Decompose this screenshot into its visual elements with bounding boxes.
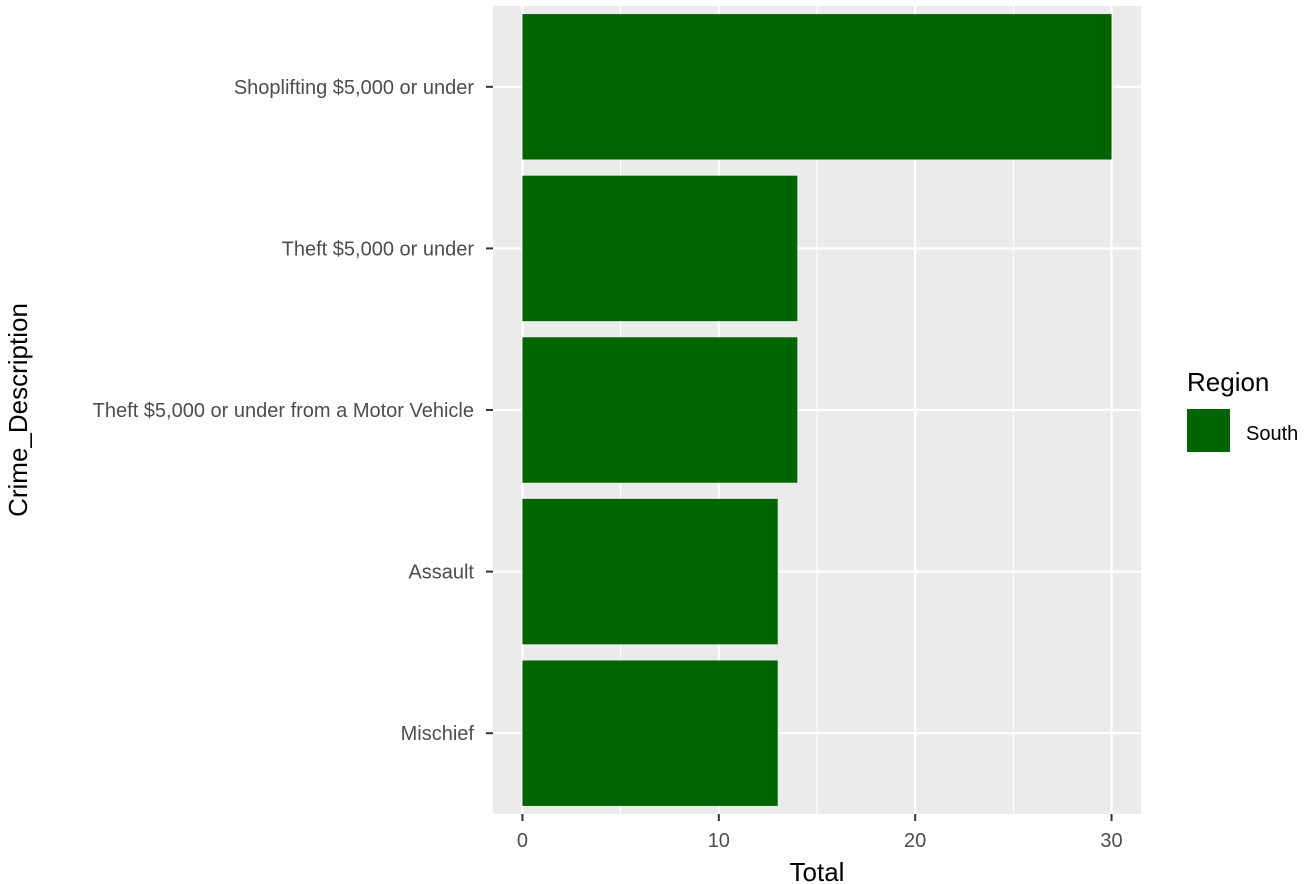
bar <box>522 337 798 483</box>
y-axis-title: Crime_Description <box>3 303 33 517</box>
legend-key-south <box>1187 409 1230 452</box>
y-axis: Shoplifting $5,000 or under Theft $5,000 … <box>93 77 493 745</box>
x-tick-label: 20 <box>904 830 926 852</box>
bar <box>522 175 798 322</box>
x-axis-title: Total <box>790 857 845 884</box>
legend-title: Region <box>1187 367 1269 397</box>
x-tick-label: 10 <box>708 830 730 852</box>
bar <box>522 498 778 645</box>
bar <box>522 14 1112 160</box>
y-tick-label: Theft $5,000 or under from a Motor Vehic… <box>93 400 474 422</box>
x-axis: 0 10 20 30 <box>517 814 1123 852</box>
y-tick-label: Assault <box>408 562 474 584</box>
y-tick-label: Shoplifting $5,000 or under <box>234 77 475 99</box>
x-tick-label: 0 <box>517 830 528 852</box>
y-tick-label: Theft $5,000 or under <box>282 238 475 260</box>
legend: Region South <box>1187 367 1298 452</box>
y-tick-label: Mischief <box>401 723 475 745</box>
bar <box>522 660 778 806</box>
bars <box>522 14 1112 806</box>
legend-label-south: South <box>1246 423 1298 445</box>
x-tick-label: 30 <box>1100 830 1122 852</box>
